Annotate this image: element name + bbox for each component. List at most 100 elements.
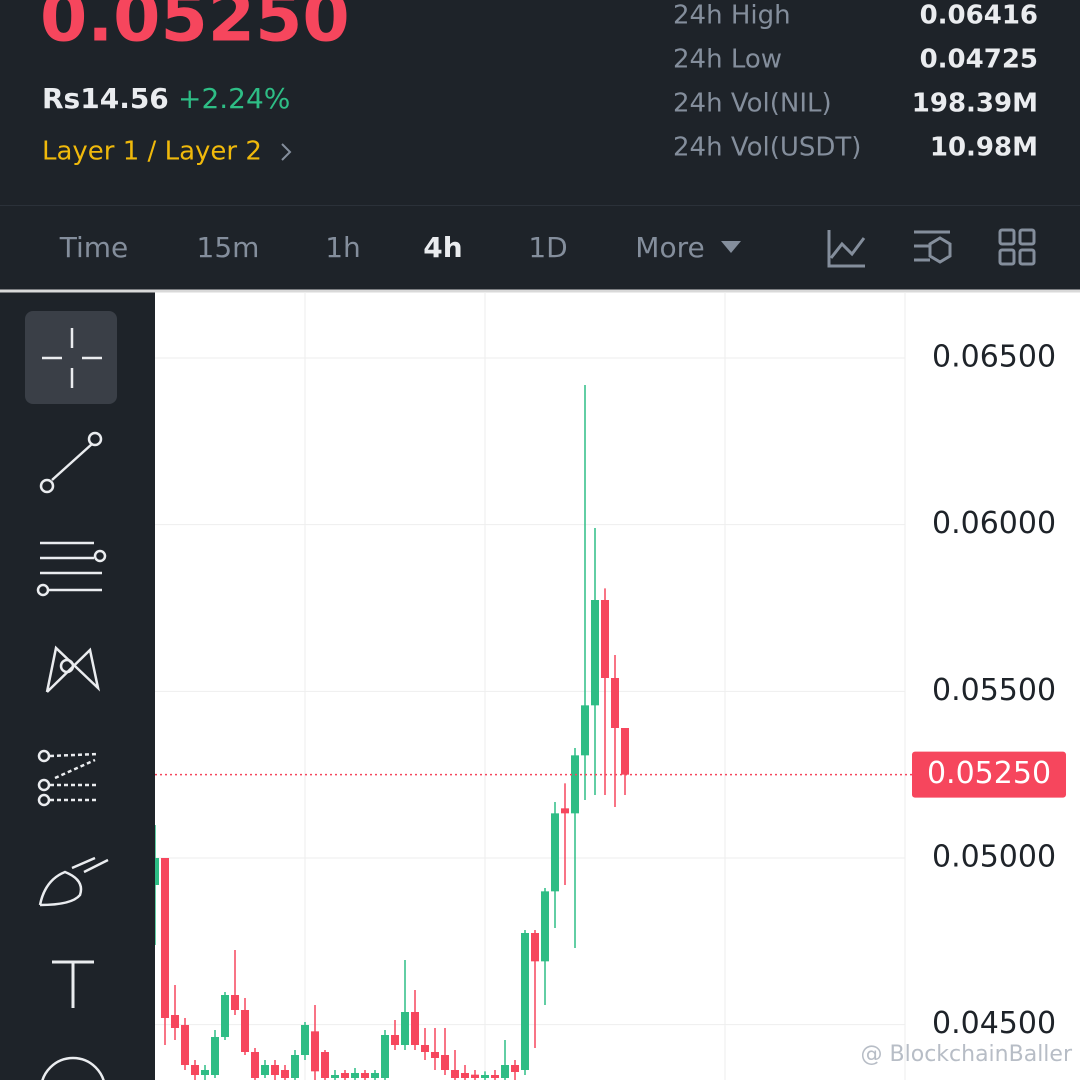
tool-icons xyxy=(36,328,109,1080)
candle-body xyxy=(221,995,229,1037)
stat-value: 0.06416 xyxy=(920,1,1038,31)
candle-body xyxy=(571,755,579,814)
candle-body xyxy=(441,1055,449,1070)
dropdown-arrow xyxy=(721,241,741,253)
candle-body xyxy=(511,1065,519,1072)
more-tool[interactable] xyxy=(41,1056,105,1080)
candle-body xyxy=(231,995,239,1010)
candle-body xyxy=(411,1012,419,1045)
price-axis: 0.04500 0.05000 0.05500 0.06000 0.06500 0.052… xyxy=(155,340,1066,1041)
candle-body xyxy=(241,1010,249,1052)
pattern-tool[interactable] xyxy=(45,645,101,693)
stat-label: 24h Low xyxy=(673,45,782,75)
hline-tool xyxy=(93,549,107,563)
pattern-tool xyxy=(59,658,75,674)
candle-body xyxy=(401,1012,409,1045)
candle-body xyxy=(381,1035,389,1078)
vertical-grid xyxy=(304,292,906,1080)
candle-body xyxy=(501,1065,509,1078)
candle-body xyxy=(261,1065,269,1075)
indicator-icon[interactable] xyxy=(827,230,866,268)
stat-label: 24h High xyxy=(673,1,791,31)
last-price: 0.05250 xyxy=(40,0,350,58)
stats: 24h High 0.06416 24h Low 0.04725 24h Vol(NIL… xyxy=(673,1,1038,163)
stat-value: 10.98M xyxy=(930,133,1038,163)
fib-tool[interactable] xyxy=(49,752,99,802)
candle-body xyxy=(301,1025,309,1055)
candle-body xyxy=(471,1074,479,1078)
stat-value: 198.39M xyxy=(912,89,1038,119)
drawing-toolbar xyxy=(0,290,155,1080)
candle-body xyxy=(491,1075,499,1078)
y-tick-label: 0.05500 xyxy=(932,673,1056,708)
hline-tool xyxy=(36,583,50,597)
layout-icon[interactable] xyxy=(1018,248,1036,266)
y-tick-label: 0.04500 xyxy=(932,1006,1056,1041)
line-tool[interactable] xyxy=(51,443,93,481)
stat-label: 24h Vol(NIL) xyxy=(673,89,832,119)
candle-body xyxy=(251,1052,259,1078)
watermark: @ BlockchainBaller xyxy=(861,1042,1073,1067)
tool-selected[interactable] xyxy=(25,311,117,404)
layout-icon[interactable] xyxy=(998,248,1016,266)
tab[interactable]: 1D xyxy=(528,231,567,264)
tab[interactable]: Time xyxy=(59,231,129,264)
header-bg xyxy=(0,0,1080,205)
candle-body xyxy=(581,705,589,756)
candle-body xyxy=(201,1070,209,1075)
text-tool[interactable] xyxy=(52,960,94,1008)
candle-body xyxy=(351,1073,359,1078)
category[interactable]: Layer 1 / Layer 2 xyxy=(42,137,262,167)
grid xyxy=(155,357,905,1026)
candle-body xyxy=(291,1055,299,1078)
candle-body xyxy=(171,1015,179,1028)
candle-body xyxy=(331,1075,339,1078)
candle-body xyxy=(181,1025,189,1065)
chevron xyxy=(281,143,292,161)
candle-body xyxy=(161,858,169,1018)
hline-tool[interactable] xyxy=(40,541,102,592)
candle-body xyxy=(281,1070,289,1078)
fib-tool xyxy=(37,778,51,792)
candle-body xyxy=(271,1065,279,1075)
candle-body xyxy=(371,1073,379,1078)
layout-icon[interactable] xyxy=(998,228,1016,246)
candle-body xyxy=(551,813,559,892)
stat-value: 0.04725 xyxy=(920,45,1038,75)
candle-body xyxy=(591,600,599,706)
candle-body xyxy=(541,891,549,962)
candle-body xyxy=(611,678,619,728)
tab[interactable]: More xyxy=(635,231,704,264)
candle-body xyxy=(321,1052,329,1078)
candle-body xyxy=(311,1031,319,1072)
candle-body xyxy=(481,1075,489,1078)
tabs: Time 15m 1h 4h 1D More xyxy=(59,231,705,264)
candle-body xyxy=(191,1065,199,1075)
stat-label: 24h Vol(USDT) xyxy=(673,133,861,163)
candle-body xyxy=(621,728,629,775)
settings-icon[interactable] xyxy=(914,230,952,264)
tab[interactable]: 4h xyxy=(423,231,462,264)
candle-body xyxy=(601,600,609,678)
candle-body xyxy=(561,808,569,814)
crosshair-tool[interactable] xyxy=(42,328,102,388)
candle-body xyxy=(461,1073,469,1078)
candles xyxy=(155,385,629,1080)
candle-body xyxy=(421,1045,429,1052)
tab[interactable]: 1h xyxy=(325,231,361,264)
candle-body xyxy=(211,1037,219,1075)
line-tool xyxy=(87,431,103,447)
layout-icon[interactable] xyxy=(1018,228,1036,246)
candle-body xyxy=(451,1070,459,1078)
brush-tool[interactable] xyxy=(38,856,109,907)
candle-body xyxy=(341,1073,349,1078)
toolbar-icons xyxy=(827,228,1036,268)
last-price-box xyxy=(912,751,1066,798)
y-tick-label: 0.06000 xyxy=(932,506,1056,541)
candle-body xyxy=(361,1073,369,1078)
candle-body xyxy=(391,1035,399,1045)
y-tick-label: 0.06500 xyxy=(932,340,1056,375)
y-tick-label: 0.05000 xyxy=(932,840,1056,875)
tab[interactable]: 15m xyxy=(197,231,260,264)
